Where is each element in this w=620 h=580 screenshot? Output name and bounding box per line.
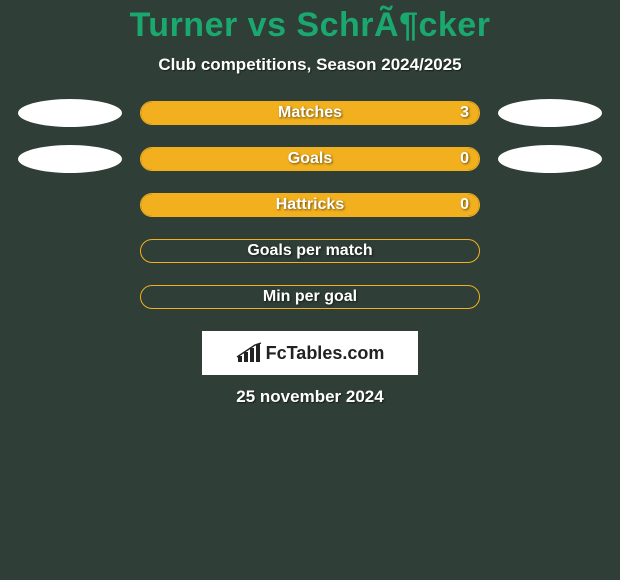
player-ellipse-right <box>498 145 602 173</box>
bar-chart-icon <box>236 342 262 364</box>
stat-row: Matches3 <box>0 101 620 125</box>
stat-rows: Matches3Goals0Hattricks0Goals per matchM… <box>0 101 620 309</box>
right-side <box>480 99 620 127</box>
right-side <box>480 145 620 173</box>
stat-bar: Goals0 <box>140 147 480 171</box>
stat-row: Min per goal <box>0 285 620 309</box>
stat-label: Goals per match <box>141 240 479 262</box>
logo-box: FcTables.com <box>202 331 418 375</box>
stat-bar: Matches3 <box>140 101 480 125</box>
stat-label: Matches <box>141 102 479 124</box>
stat-bar: Min per goal <box>140 285 480 309</box>
stat-value-right: 0 <box>460 194 469 216</box>
logo-text: FcTables.com <box>266 343 385 364</box>
player-ellipse-left <box>18 145 122 173</box>
page-title: Turner vs SchrÃ¶cker <box>0 6 620 45</box>
stat-bar: Hattricks0 <box>140 193 480 217</box>
stat-bar: Goals per match <box>140 239 480 263</box>
stat-label: Goals <box>141 148 479 170</box>
player-ellipse-left <box>18 99 122 127</box>
comparison-infographic: Turner vs SchrÃ¶cker Club competitions, … <box>0 0 620 407</box>
date-text: 25 november 2024 <box>0 387 620 407</box>
stat-row: Goals0 <box>0 147 620 171</box>
left-side <box>0 145 140 173</box>
stat-row: Goals per match <box>0 239 620 263</box>
stat-label: Min per goal <box>141 286 479 308</box>
stat-label: Hattricks <box>141 194 479 216</box>
left-side <box>0 99 140 127</box>
stat-value-right: 3 <box>460 102 469 124</box>
subtitle: Club competitions, Season 2024/2025 <box>0 55 620 75</box>
stat-value-right: 0 <box>460 148 469 170</box>
stat-row: Hattricks0 <box>0 193 620 217</box>
player-ellipse-right <box>498 99 602 127</box>
